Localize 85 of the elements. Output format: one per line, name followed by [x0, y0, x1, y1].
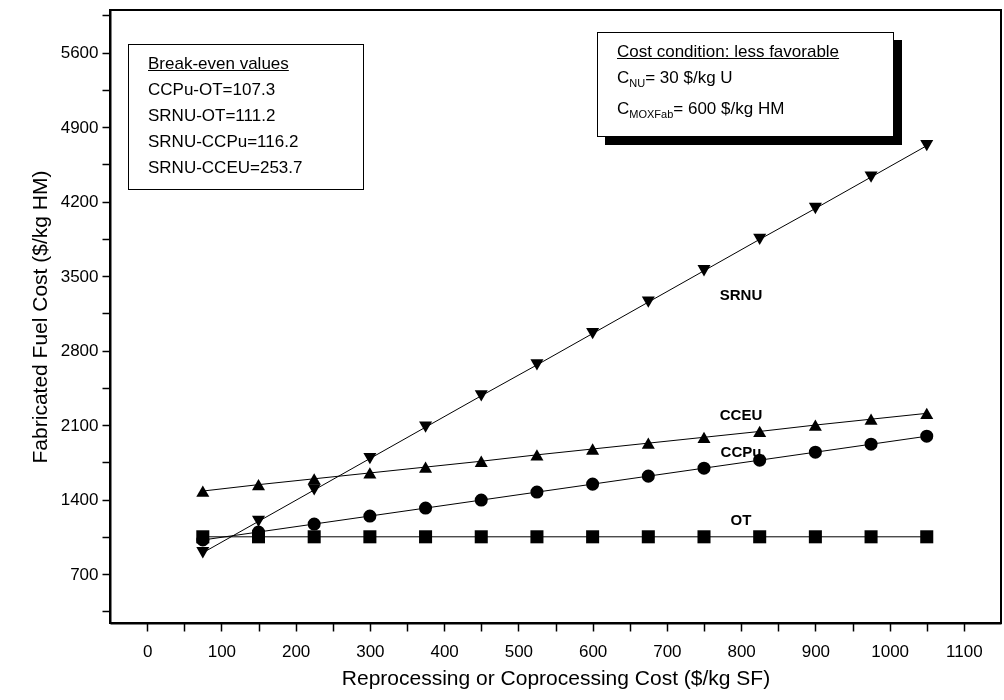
point: [196, 485, 210, 497]
annotation: C$_{NU}$= 30 $/kg U: [617, 67, 734, 92]
point: [419, 461, 433, 473]
point: [586, 477, 600, 491]
point: [586, 443, 600, 455]
x-tick-label: 1000: [871, 641, 910, 661]
x-tick-label: 200: [281, 641, 311, 661]
x-tick-label: 900: [801, 641, 831, 661]
point: [196, 547, 210, 559]
point: [808, 202, 822, 215]
point: [474, 493, 488, 507]
y-tick-label: 4200: [60, 192, 99, 212]
point: [808, 530, 822, 544]
point: [474, 530, 488, 544]
x-tick-label: 300: [356, 641, 385, 661]
point: [697, 461, 711, 475]
point: [697, 265, 711, 277]
point: [753, 233, 767, 245]
y-tick-label: 4900: [60, 117, 99, 137]
point: [697, 530, 711, 544]
point: [920, 140, 934, 152]
point: [753, 425, 767, 438]
x-tick-label: 400: [430, 641, 459, 661]
point: [363, 530, 377, 544]
point: [864, 530, 878, 544]
point: [251, 515, 266, 528]
x-tick-label: 600: [578, 641, 608, 661]
point: [753, 530, 767, 544]
point: [307, 530, 321, 544]
point: [530, 449, 544, 461]
annotation: Break-even values: [148, 53, 290, 75]
y-tick-label: 2800: [60, 341, 99, 361]
y-tick-label: 1400: [60, 490, 99, 510]
series-label: OT: [730, 510, 752, 528]
x-tick-label: 1100: [946, 641, 983, 661]
y-tick-label: 700: [70, 564, 99, 584]
point: [697, 431, 711, 443]
point: [920, 530, 934, 544]
series-label: SRNU: [719, 285, 763, 303]
point: [808, 445, 822, 459]
point: [363, 509, 377, 523]
point: [307, 473, 321, 485]
y-tick-label: 5600: [60, 43, 99, 63]
x-tick-label: 100: [207, 641, 237, 661]
point: [641, 437, 655, 449]
point: [530, 485, 544, 499]
annotation: CCPu-OT=107.3: [148, 79, 277, 101]
point: [251, 530, 266, 544]
point: [808, 419, 822, 431]
series-label: CCEU: [719, 406, 763, 424]
point: [641, 296, 655, 308]
point: [586, 327, 600, 340]
point: [586, 530, 600, 544]
point: [920, 429, 934, 443]
x-tick-label: 700: [653, 641, 682, 661]
x-tick-label: 0: [142, 641, 153, 661]
annotation: SRNU-CCPu=116.2: [148, 131, 300, 153]
point: [419, 501, 433, 515]
point: [307, 484, 321, 496]
point: [920, 407, 934, 419]
y-tick-label: 3500: [60, 266, 99, 286]
y-axis-title: Fabricated Fuel Cost ($/kg HM): [27, 170, 51, 464]
annotation: C$_{MOXFab}$= 600 $/kg HM: [617, 98, 786, 123]
point: [419, 421, 433, 433]
point: [474, 455, 488, 467]
point: [641, 469, 655, 483]
point: [363, 452, 377, 465]
annotation: SRNU-OT=111.2: [148, 105, 277, 127]
point: [864, 413, 878, 425]
x-tick-label: 500: [504, 641, 534, 661]
point: [864, 171, 878, 183]
point: [363, 467, 377, 479]
point: [641, 530, 655, 544]
point: [530, 530, 544, 544]
x-tick-label: 800: [727, 641, 756, 661]
x-axis-title: Reprocessing or Coprocessing Cost ($/kg SF): [341, 665, 771, 689]
point: [307, 517, 321, 531]
point: [251, 479, 266, 491]
annotation: Cost condition: less favorable: [617, 41, 841, 63]
point: [419, 530, 433, 544]
point: [474, 390, 488, 402]
point: [864, 437, 878, 451]
y-tick-label: 2100: [60, 415, 99, 435]
point: [530, 359, 544, 371]
annotation: SRNU-CCEU=253.7: [148, 157, 304, 179]
